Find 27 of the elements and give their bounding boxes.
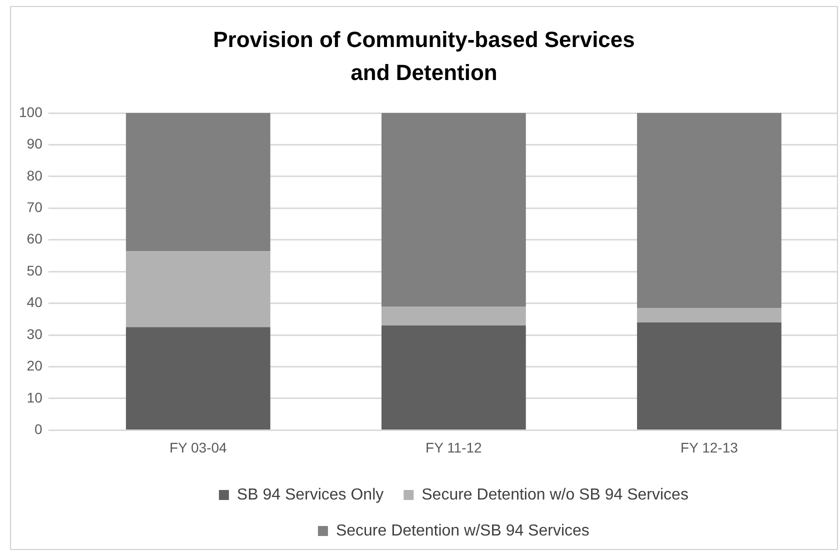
x-tick-label: FY 03-04 [169,439,228,456]
chart-title: Provision of Community-based Services and Detention [212,26,636,87]
legend-label: Secure Detention w/o SB 94 Services [422,486,688,504]
bar [126,250,270,328]
y-tick-label: 0 [34,421,43,438]
x-tick-label: FY 11-12 [426,439,482,456]
bar [126,327,270,430]
bar [126,113,270,251]
legend-label: SB 94 Services Only [236,486,384,504]
bar [637,308,782,322]
y-tick-label: 70 [26,199,43,216]
y-tick-label: 30 [26,326,43,342]
y-tick-label: 60 [26,230,43,247]
bar [637,322,782,430]
bar [381,326,526,430]
bar [381,113,526,306]
bar [637,113,782,308]
y-tick-label: 50 [26,262,43,278]
y-tick-label: 80 [26,167,43,184]
y-tick-label: 100 [19,104,43,120]
y-tick-label: 20 [26,358,43,374]
y-tick-label: 10 [26,389,43,406]
y-tick-label: 90 [26,136,43,152]
x-tick-label: FY 12-13 [680,439,738,456]
bar [381,306,526,326]
legend-label: Secure Detention w/SB 94 Services [336,522,590,540]
y-tick-label: 40 [26,294,43,310]
